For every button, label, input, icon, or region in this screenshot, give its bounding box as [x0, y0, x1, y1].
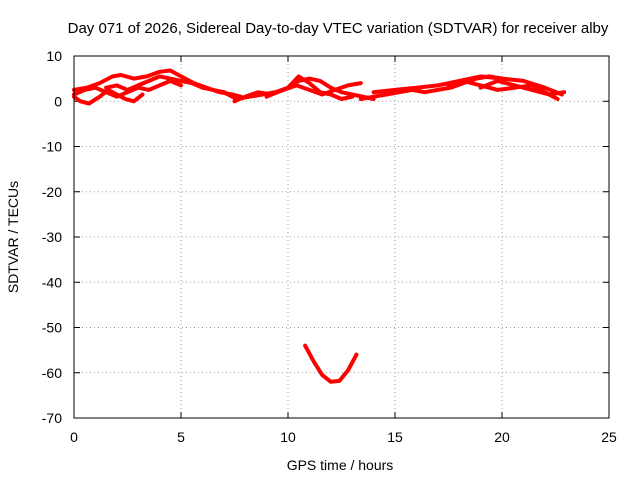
series-group [72, 68, 567, 384]
y-tick-label: 10 [46, 48, 62, 64]
plot-frame [73, 55, 610, 419]
series-line-sat-c [72, 87, 145, 106]
x-axis-label: GPS time / hours [287, 457, 394, 473]
axis-ticks: 0 5 10 15 20 25 10 0 -10 -20 -30 -40 -50 -60 -70 [42, 48, 617, 445]
series-line-sat-g [264, 74, 355, 101]
y-tick-label: -10 [42, 139, 62, 155]
x-tick-label: 25 [601, 429, 617, 445]
y-tick-label: -40 [42, 274, 62, 290]
y-tick-label: -60 [42, 365, 62, 381]
series-line-sat-d [104, 74, 226, 95]
series-line-sat-a [72, 68, 243, 99]
grid [74, 56, 609, 418]
x-tick-label: 5 [177, 429, 185, 445]
series-line-sat-h [303, 343, 359, 384]
x-tick-label: 0 [70, 429, 78, 445]
chart-title: Day 071 of 2026, Sidereal Day-to-day VTE… [68, 20, 609, 37]
x-tick-label: 15 [387, 429, 403, 445]
y-tick-label: -70 [42, 410, 62, 426]
series-line-sat-l [478, 78, 567, 97]
series-line-sat-f [232, 81, 363, 104]
y-tick-label: -20 [42, 184, 62, 200]
y-axis-label: SDTVAR / TECUs [5, 181, 21, 293]
y-tick-label: -50 [42, 320, 62, 336]
x-tick-label: 10 [280, 429, 296, 445]
x-tick-label: 20 [494, 429, 510, 445]
y-tick-label: -30 [42, 229, 62, 245]
y-tick-label: 0 [54, 93, 62, 109]
series-line-sat-b [72, 78, 183, 99]
